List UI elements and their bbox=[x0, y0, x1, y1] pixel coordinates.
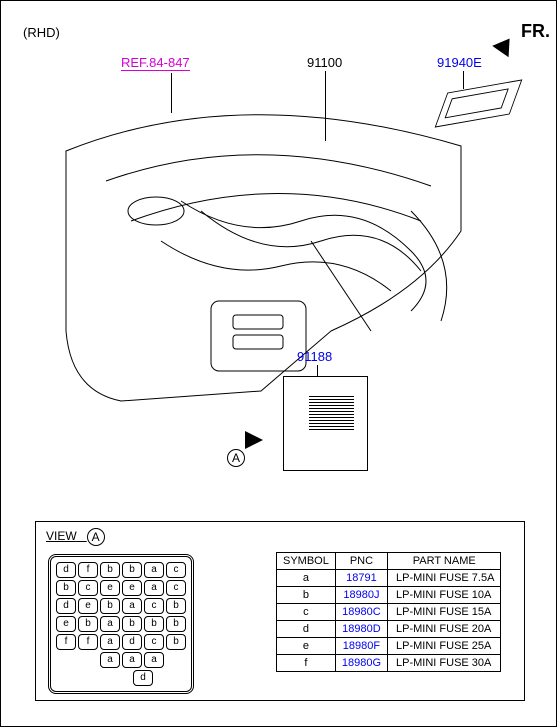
fuse-row: aaa bbox=[55, 651, 187, 669]
fuse-row: d bbox=[55, 669, 187, 687]
view-a-marker: A bbox=[227, 449, 245, 467]
cell-partname: LP-MINI FUSE 20A bbox=[388, 621, 501, 638]
fuse-cell: a bbox=[144, 562, 164, 578]
fuse-cell: a bbox=[122, 652, 142, 668]
pnc-link[interactable]: 18980G bbox=[342, 657, 381, 669]
fuse-cell: e bbox=[122, 580, 142, 596]
fr-label: FR. bbox=[521, 21, 550, 42]
pnc-link[interactable]: 18980C bbox=[342, 606, 381, 618]
fuse-cell: b bbox=[122, 562, 142, 578]
cell-symbol: f bbox=[277, 655, 336, 672]
table-row: a 18791 LP-MINI FUSE 7.5A bbox=[277, 570, 501, 587]
fuse-cell: f bbox=[78, 562, 98, 578]
cell-symbol: c bbox=[277, 604, 336, 621]
fuse-row: dfbbac bbox=[55, 561, 187, 579]
col-pnc: PNC bbox=[335, 553, 387, 570]
fuse-cell: e bbox=[100, 580, 120, 596]
leader-91940e bbox=[463, 71, 464, 89]
fuse-cell: c bbox=[144, 598, 164, 614]
fuse-cell: b bbox=[166, 598, 186, 614]
fuse-grid: dfbbacbceeacdebacbebabbbffadcbaaad bbox=[48, 554, 194, 694]
col-symbol: SYMBOL bbox=[277, 553, 336, 570]
pnc-link[interactable]: 18980D bbox=[342, 623, 381, 635]
col-name: PART NAME bbox=[388, 553, 501, 570]
fuse-cell: f bbox=[56, 634, 76, 650]
cell-pnc: 18980C bbox=[335, 604, 387, 621]
cell-partname: LP-MINI FUSE 7.5A bbox=[388, 570, 501, 587]
pnc-link[interactable]: 18980F bbox=[343, 640, 380, 652]
fuse-cell: f bbox=[78, 634, 98, 650]
fuse-cell: c bbox=[78, 580, 98, 596]
pnc-link[interactable]: 18980J bbox=[343, 589, 379, 601]
fuse-cell: a bbox=[100, 634, 120, 650]
fuse-cell: b bbox=[122, 616, 142, 632]
fuse-cell: c bbox=[166, 580, 186, 596]
fuse-cell: a bbox=[144, 580, 164, 596]
table-row: b 18980J LP-MINI FUSE 10A bbox=[277, 587, 501, 604]
cell-symbol: e bbox=[277, 638, 336, 655]
fuse-cell: d bbox=[133, 670, 153, 686]
fuse-cell: e bbox=[78, 598, 98, 614]
fuse-cell: a bbox=[100, 652, 120, 668]
cell-pnc: 18980F bbox=[335, 638, 387, 655]
cell-pnc: 18980G bbox=[335, 655, 387, 672]
callout-91188[interactable]: 91188 bbox=[297, 349, 332, 364]
fuse-cell: e bbox=[56, 616, 76, 632]
pnc-link[interactable]: 18791 bbox=[346, 572, 377, 584]
fuse-row: debacb bbox=[55, 597, 187, 615]
cell-pnc: 18791 bbox=[335, 570, 387, 587]
fuse-cell: b bbox=[100, 598, 120, 614]
cell-pnc: 18980J bbox=[335, 587, 387, 604]
fuse-cell: a bbox=[122, 598, 142, 614]
fuse-cell: b bbox=[144, 616, 164, 632]
table-row: e 18980F LP-MINI FUSE 25A bbox=[277, 638, 501, 655]
fr-arrow-icon bbox=[492, 33, 518, 58]
fuse-cell: a bbox=[144, 652, 164, 668]
view-label: VIEW A bbox=[46, 528, 105, 546]
fuse-cell: c bbox=[144, 634, 164, 650]
fuse-cell: b bbox=[166, 634, 186, 650]
fuse-cell: d bbox=[56, 562, 76, 578]
dashboard-sketch bbox=[61, 91, 481, 421]
fuse-cell: c bbox=[166, 562, 186, 578]
module-grille-icon bbox=[309, 395, 354, 430]
ref-link[interactable]: REF.84-847 bbox=[121, 55, 190, 71]
fuse-cell: a bbox=[100, 616, 120, 632]
fuse-cell: d bbox=[56, 598, 76, 614]
fuse-cell: b bbox=[78, 616, 98, 632]
parts-table: SYMBOL PNC PART NAME a 18791 LP-MINI FUSE … bbox=[276, 552, 501, 672]
cell-symbol: a bbox=[277, 570, 336, 587]
view-marker-a: A bbox=[87, 528, 105, 546]
bottom-panel: VIEW A dfbbacbceeacdebacbebabbbffadcbaaa… bbox=[35, 521, 525, 701]
table-row: d 18980D LP-MINI FUSE 20A bbox=[277, 621, 501, 638]
cell-symbol: b bbox=[277, 587, 336, 604]
fuse-row: ffadcb bbox=[55, 633, 187, 651]
fuse-cell: b bbox=[56, 580, 76, 596]
cell-pnc: 18980D bbox=[335, 621, 387, 638]
table-row: f 18980G LP-MINI FUSE 30A bbox=[277, 655, 501, 672]
fuse-row: bceeac bbox=[55, 579, 187, 597]
table-row: c 18980C LP-MINI FUSE 15A bbox=[277, 604, 501, 621]
cell-partname: LP-MINI FUSE 15A bbox=[388, 604, 501, 621]
cell-partname: LP-MINI FUSE 30A bbox=[388, 655, 501, 672]
diagram-canvas: (RHD) FR. REF.84-847 91100 91940E 91188 bbox=[0, 0, 557, 727]
fuse-cell: b bbox=[100, 562, 120, 578]
rhd-label: (RHD) bbox=[23, 25, 60, 40]
fuse-row: ebabbb bbox=[55, 615, 187, 633]
lower-module-icon bbox=[283, 376, 368, 471]
fuse-cell: b bbox=[166, 616, 186, 632]
view-text: VIEW bbox=[46, 529, 77, 543]
cell-partname: LP-MINI FUSE 25A bbox=[388, 638, 501, 655]
fuse-cell: d bbox=[122, 634, 142, 650]
callout-91940e[interactable]: 91940E bbox=[437, 55, 482, 70]
cell-partname: LP-MINI FUSE 10A bbox=[388, 587, 501, 604]
cell-symbol: d bbox=[277, 621, 336, 638]
view-a-arrow-icon bbox=[245, 431, 263, 449]
callout-91100: 91100 bbox=[307, 55, 342, 70]
